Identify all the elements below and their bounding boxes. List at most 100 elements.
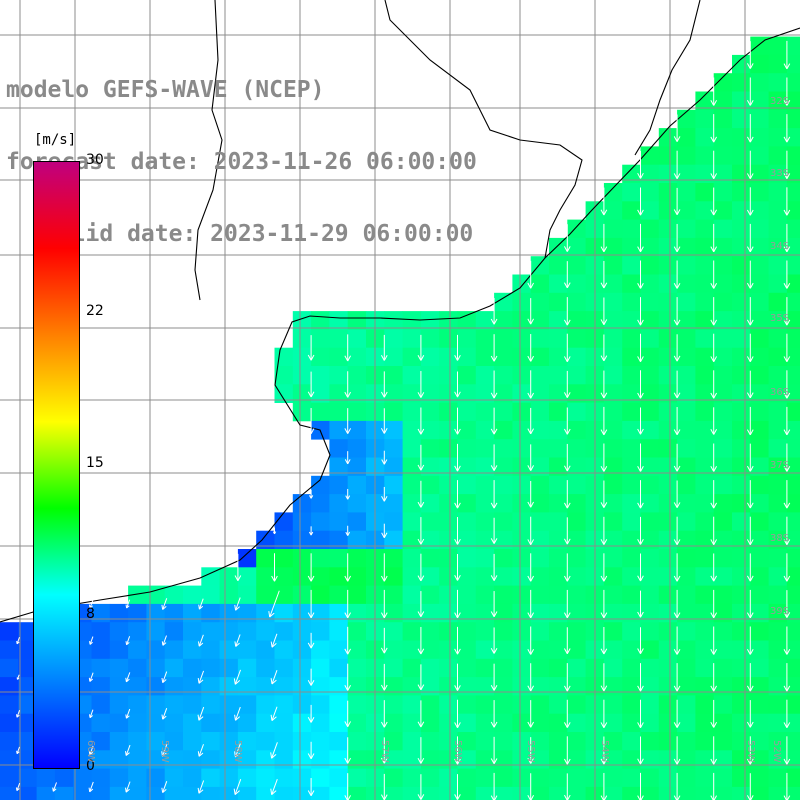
wind-arrow <box>197 706 205 721</box>
wind-arrow <box>746 333 754 362</box>
wind-speed-cell <box>732 530 751 550</box>
wind-arrow <box>563 370 571 398</box>
wind-speed-cell <box>750 439 769 458</box>
wind-arrow <box>637 407 644 435</box>
wind-arrow <box>15 782 21 792</box>
wind-speed-cell <box>219 677 239 696</box>
wind-speed-cell <box>622 347 641 367</box>
wind-speed-cell <box>750 512 769 532</box>
wind-speed-cell <box>91 713 111 733</box>
wind-speed-cell <box>786 658 800 678</box>
wind-speed-cell <box>786 695 800 715</box>
wind-speed-cell <box>201 750 220 769</box>
wind-speed-cell <box>439 750 458 769</box>
wind-speed-cell <box>146 658 166 678</box>
wind-speed-cell <box>475 567 495 586</box>
wind-speed-cell <box>750 54 769 74</box>
wind-arrow <box>783 553 791 582</box>
wind-speed-cell <box>640 585 660 605</box>
wind-arrow <box>490 591 498 617</box>
wind-speed-cell <box>768 420 788 440</box>
wind-arrow <box>710 333 718 362</box>
wind-speed-cell <box>567 420 586 440</box>
wind-speed-cell <box>750 640 769 660</box>
coastline-segment <box>0 27 800 623</box>
wind-speed-cell <box>402 622 422 641</box>
wind-speed-cell <box>549 256 568 275</box>
wind-speed-cell <box>347 420 367 440</box>
wind-speed-cell <box>713 311 733 330</box>
wind-speed-cell <box>732 73 751 92</box>
wind-speed-cell <box>256 732 275 751</box>
wind-speed-cell <box>695 311 715 330</box>
wind-speed-cell <box>457 512 477 532</box>
wind-speed-cell <box>219 768 239 788</box>
wind-speed-cell <box>658 475 678 495</box>
wind-speed-cell <box>732 347 751 367</box>
wind-speed-cell <box>292 786 312 800</box>
wind-speed-cell <box>677 146 696 166</box>
wind-arrow <box>381 486 388 502</box>
wind-speed-cell <box>603 512 623 532</box>
wind-speed-cell <box>274 750 294 769</box>
wind-speed-cell <box>640 567 660 586</box>
model-title: modelo GEFS-WAVE (NCEP) <box>6 77 325 103</box>
wind-speed-cell <box>786 640 800 660</box>
wind-speed-cell <box>475 658 495 678</box>
wind-speed-cell <box>622 164 641 184</box>
wind-speed-cell <box>549 786 568 800</box>
wind-speed-cell <box>457 640 477 660</box>
wind-arrow <box>89 709 94 719</box>
wind-arrow <box>783 114 791 143</box>
wind-arrow <box>710 589 718 619</box>
wind-arrow <box>746 480 754 509</box>
wind-speed-cell <box>128 658 147 678</box>
wind-speed-cell <box>677 109 696 129</box>
wind-speed-cell <box>658 530 678 550</box>
wind-speed-cell <box>329 695 349 715</box>
wind-speed-cell <box>530 732 550 751</box>
wind-arrow <box>637 150 644 179</box>
wind-speed-cell <box>109 658 129 678</box>
wind-speed-cell <box>530 713 550 733</box>
wind-speed-cell <box>695 457 715 477</box>
wind-speed-cell <box>786 750 800 769</box>
wind-speed-cell <box>292 494 312 513</box>
wind-speed-cell <box>292 567 312 586</box>
wind-speed-cell <box>768 36 788 56</box>
wind-speed-cell <box>567 311 586 330</box>
wind-speed-cell <box>622 622 641 641</box>
wind-arrow <box>272 527 277 535</box>
wind-arrow <box>380 773 388 800</box>
wind-speed-cell <box>567 695 586 715</box>
wind-speed-cell <box>329 658 349 678</box>
wind-speed-cell <box>494 475 513 495</box>
wind-arrow <box>563 443 571 472</box>
wind-speed-cell <box>768 567 788 586</box>
wind-arrow <box>637 736 644 765</box>
wind-arrow <box>344 626 352 655</box>
wind-speed-cell <box>128 750 147 769</box>
wind-speed-cell <box>512 512 532 532</box>
wind-speed-cell <box>183 622 202 641</box>
wind-speed-cell <box>713 530 733 550</box>
wind-arrow <box>490 553 498 581</box>
wind-speed-cell <box>677 237 696 257</box>
wind-speed-cell <box>329 750 349 769</box>
wind-speed-cell <box>732 366 751 385</box>
wind-speed-cell <box>329 420 349 440</box>
wind-speed-cell <box>311 494 330 513</box>
wind-speed-cell <box>695 695 715 715</box>
wind-speed-cell <box>750 91 769 111</box>
wind-speed-cell <box>237 585 257 605</box>
wind-speed-cell <box>750 183 769 202</box>
wind-speed-cell <box>347 384 367 403</box>
wind-speed-cell <box>347 732 367 751</box>
wind-arrow <box>563 589 571 619</box>
wind-speed-cell <box>237 732 257 751</box>
wind-speed-cell <box>512 274 532 294</box>
wind-arrow <box>490 736 498 765</box>
wind-speed-cell <box>695 420 715 440</box>
wind-arrow <box>16 709 21 718</box>
coastline-segment <box>194 0 223 301</box>
